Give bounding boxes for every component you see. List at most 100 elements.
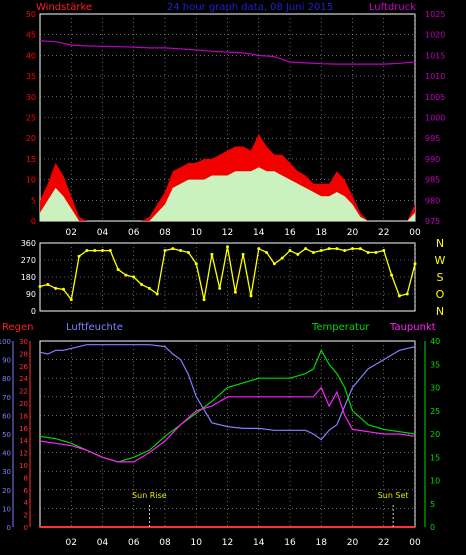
compass-label: N [436, 237, 444, 250]
wind-direction-point [155, 292, 159, 296]
temperature-panel-x-tick-label: 08 [159, 538, 171, 548]
wind-direction-point [335, 247, 339, 251]
wind-direction-point [358, 247, 362, 251]
wind-y-tick-label: 10 [26, 176, 36, 185]
rain-y-tick-label: 28 [19, 350, 28, 358]
temperature-y-tick-label: 25 [430, 407, 440, 416]
wind-y-tick-label: 50 [26, 10, 36, 19]
wind-direction-point [226, 245, 229, 249]
rain-y-tick-label: 20 [19, 400, 28, 408]
wind-direction-point [93, 249, 97, 253]
wind-direction-point [38, 284, 42, 288]
wind-direction-point [397, 294, 401, 298]
rain-y-tick-label: 26 [19, 363, 28, 371]
wind-panel-x-tick-label: 08 [159, 228, 171, 238]
pressure-line [39, 40, 416, 65]
wind-direction-point [124, 273, 128, 277]
rain-y-tick-label: 22 [19, 388, 28, 396]
wind-direction-point [163, 249, 167, 253]
wind-panel-x-tick-label: 04 [97, 228, 109, 238]
wind-y-tick-label: 20 [26, 134, 36, 143]
wind-panel-x-tick-label: 00 [409, 228, 421, 238]
wind-direction-point [382, 249, 386, 253]
wind-direction-point [311, 250, 315, 254]
temperature-y-tick-label: 20 [430, 430, 440, 439]
wind-direction-point [132, 275, 136, 279]
wind-direction-point [61, 287, 65, 291]
temperature-panel-x-tick-label: 16 [284, 538, 296, 548]
wind-panel-x-tick-label: 12 [222, 228, 233, 238]
wind-direction-point [241, 252, 245, 256]
pressure-y-tick-label: 1010 [425, 72, 445, 81]
rain-y-tick-label: 6 [24, 487, 29, 495]
chart-title: 24 hour graph data, 08 Juni 2015 [167, 2, 333, 13]
direction-y-tick-label: 180 [21, 273, 36, 282]
temperature-y-tick-label: 30 [430, 384, 440, 393]
temperature-panel-x-tick-label: 10 [191, 538, 203, 548]
rain-y-tick-label: 24 [19, 375, 28, 383]
wind-direction-point [319, 249, 323, 253]
humidity-y-tick-label: 40 [2, 450, 11, 458]
pressure-y-tick-label: 1000 [425, 114, 445, 123]
temperature-panel-x-tick-label: 06 [128, 538, 140, 548]
wind-direction-point [202, 298, 206, 302]
wind-direction-point [77, 254, 81, 258]
pressure-y-tick-label: 975 [425, 217, 440, 226]
direction-y-tick-label: 270 [21, 256, 36, 265]
temperature-panel-x-tick-label: 22 [378, 538, 389, 548]
pressure-y-tick-label: 1025 [425, 10, 445, 19]
temperature-y-tick-label: 0 [430, 523, 435, 532]
pressure-y-tick-label: 990 [425, 155, 440, 164]
grid-lines [40, 14, 416, 527]
wind-direction-point [54, 286, 58, 290]
wind-direction-point [46, 283, 50, 287]
wind-panel-x-tick-label: 02 [66, 228, 77, 238]
humidity-line [39, 344, 416, 441]
wind-panel-x-tick-label: 10 [191, 228, 203, 238]
wind-y-tick-label: 15 [26, 155, 36, 164]
wind-y-tick-label: 40 [26, 51, 36, 60]
temperature-y-tick-label: 10 [430, 477, 440, 486]
wind-direction-point [194, 262, 198, 266]
compass-label: S [437, 271, 444, 284]
humidity-axis-title: Luftfeuchte [66, 322, 123, 333]
temperature-panel-x-tick-label: 20 [347, 538, 359, 548]
wind-y-tick-label: 0 [31, 217, 36, 226]
direction-y-tick-label: 360 [21, 239, 36, 248]
wind-direction-point [101, 249, 104, 253]
wind-axis-title: Windstärke [36, 2, 92, 13]
wind-panel-x-tick-label: 22 [378, 228, 389, 238]
dewpoint-line [39, 386, 416, 463]
wind-direction-point [280, 256, 284, 260]
pressure-y-tick-label: 985 [425, 176, 440, 185]
direction-y-tick-label: 90 [26, 290, 36, 299]
rain-y-tick-label: 8 [24, 474, 28, 482]
wind-direction-point [69, 298, 73, 302]
wind-direction-point [257, 247, 261, 251]
humidity-y-tick-label: 70 [2, 394, 11, 402]
wind-direction-point [179, 249, 183, 253]
wind-panel-x-tick-label: 18 [316, 228, 328, 238]
pressure-axis-title: Luftdruck [369, 2, 416, 13]
rain-y-tick-label: 0 [24, 524, 28, 532]
pressure-y-tick-label: 1020 [425, 31, 445, 40]
dewpoint-axis-title: Taupunkt [389, 322, 436, 333]
wind-direction-point [171, 247, 175, 251]
pressure-y-tick-label: 1015 [425, 51, 445, 60]
wind-direction-point [218, 286, 222, 290]
temperature-panel-x-tick-label: 18 [316, 538, 328, 548]
rain-axis-title: Regen [2, 322, 34, 333]
temperature-panel-x-tick-label: 00 [409, 538, 421, 548]
rain-y-tick-label: 10 [19, 462, 28, 470]
humidity-y-tick-label: 10 [2, 505, 11, 513]
wind-direction-point [304, 247, 308, 251]
pressure-y-tick-label: 1005 [425, 93, 445, 102]
wind-direction-point [288, 249, 292, 253]
wind-direction-point [390, 273, 394, 277]
wind-y-tick-label: 5 [31, 196, 36, 205]
rain-y-tick-label: 18 [19, 412, 28, 420]
compass-label: N [436, 305, 444, 318]
temperature-panel-x-tick-label: 14 [253, 538, 265, 548]
wind-direction-point [210, 252, 214, 256]
wind-direction-point [249, 294, 253, 298]
